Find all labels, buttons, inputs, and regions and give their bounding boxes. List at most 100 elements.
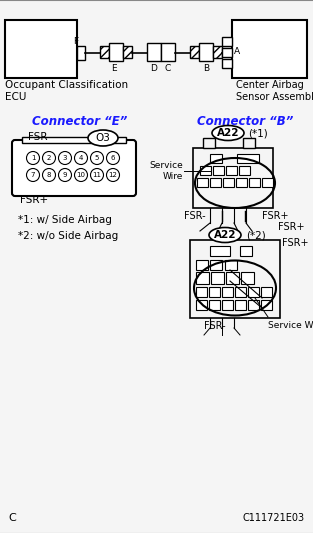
Circle shape <box>59 168 71 182</box>
Text: FSR+: FSR+ <box>20 195 48 205</box>
Bar <box>248 300 259 310</box>
Circle shape <box>59 151 71 165</box>
Text: FSR+: FSR+ <box>262 211 288 221</box>
Text: F: F <box>74 37 79 46</box>
Bar <box>77 46 85 60</box>
Bar <box>193 148 273 208</box>
Circle shape <box>106 151 120 165</box>
Bar <box>232 20 307 78</box>
Text: *1: w/ Side Airbag: *1: w/ Side Airbag <box>18 215 112 225</box>
Circle shape <box>74 151 88 165</box>
Text: 7: 7 <box>31 172 35 178</box>
Bar <box>209 300 220 310</box>
Text: 2: 2 <box>47 155 51 161</box>
Circle shape <box>90 168 104 182</box>
Text: FSR+: FSR+ <box>282 238 309 248</box>
Text: 4: 4 <box>79 155 83 161</box>
Circle shape <box>27 168 39 182</box>
Bar <box>213 166 224 175</box>
Bar <box>262 178 273 187</box>
FancyBboxPatch shape <box>12 140 136 196</box>
Text: (*1): (*1) <box>248 128 268 138</box>
Bar <box>210 178 221 187</box>
Bar <box>237 154 259 163</box>
Bar <box>236 178 247 187</box>
Text: 12: 12 <box>109 172 117 178</box>
Bar <box>190 240 280 318</box>
Text: 6: 6 <box>111 155 115 161</box>
Bar <box>243 138 255 148</box>
Text: Connector “E”: Connector “E” <box>32 115 128 128</box>
Bar <box>200 166 211 175</box>
Text: FSR-: FSR- <box>28 132 51 142</box>
Text: E: E <box>111 64 117 73</box>
Text: 11: 11 <box>93 172 101 178</box>
Bar <box>196 300 207 310</box>
Bar <box>109 43 123 61</box>
Text: Center Airbag
Sensor Assembly: Center Airbag Sensor Assembly <box>236 80 313 102</box>
Bar <box>210 154 222 163</box>
Bar <box>203 138 215 148</box>
Text: A22: A22 <box>217 128 239 138</box>
Bar <box>5 20 77 78</box>
Text: B: B <box>203 64 209 73</box>
Text: FSR-: FSR- <box>204 321 226 331</box>
Text: C: C <box>165 64 171 73</box>
Bar <box>22 137 126 143</box>
Bar <box>196 260 208 270</box>
Text: 8: 8 <box>47 172 51 178</box>
Text: C111721E03: C111721E03 <box>243 513 305 523</box>
Circle shape <box>27 151 39 165</box>
Circle shape <box>43 151 55 165</box>
Bar <box>209 287 220 297</box>
Bar <box>222 59 232 68</box>
Text: FSR-: FSR- <box>184 211 206 221</box>
Text: A22: A22 <box>214 230 236 240</box>
Bar <box>213 46 222 58</box>
Bar <box>196 287 207 297</box>
Text: C: C <box>8 513 16 523</box>
Text: 9: 9 <box>63 172 67 178</box>
Bar <box>226 272 239 284</box>
Bar <box>222 37 232 46</box>
Bar <box>161 43 175 61</box>
Text: O3: O3 <box>95 133 110 143</box>
Text: Occupant Classification
ECU: Occupant Classification ECU <box>5 80 128 102</box>
Bar <box>100 46 109 58</box>
Bar <box>223 178 234 187</box>
Text: D: D <box>151 64 157 73</box>
Bar <box>196 272 209 284</box>
Bar <box>241 272 254 284</box>
Text: 10: 10 <box>76 172 85 178</box>
Bar <box>210 246 230 256</box>
Bar <box>235 300 246 310</box>
Text: Service Wire: Service Wire <box>268 321 313 330</box>
Text: *2: w/o Side Airbag: *2: w/o Side Airbag <box>18 231 118 241</box>
Bar <box>261 300 272 310</box>
Bar <box>147 43 161 61</box>
Ellipse shape <box>88 130 118 146</box>
Bar <box>249 178 260 187</box>
Text: 5: 5 <box>95 155 99 161</box>
Bar <box>239 166 250 175</box>
Ellipse shape <box>209 228 241 243</box>
Bar <box>226 166 237 175</box>
Bar <box>123 46 132 58</box>
Bar <box>199 43 213 61</box>
Bar <box>210 260 222 270</box>
Text: Connector “B”: Connector “B” <box>197 115 293 128</box>
Bar <box>190 46 199 58</box>
Text: A: A <box>234 47 240 56</box>
Circle shape <box>106 168 120 182</box>
Bar <box>222 300 233 310</box>
Ellipse shape <box>212 125 244 141</box>
Text: Service
Wire: Service Wire <box>149 161 183 181</box>
Text: 1: 1 <box>31 155 35 161</box>
Bar <box>225 260 237 270</box>
Bar <box>261 287 272 297</box>
Circle shape <box>43 168 55 182</box>
Bar <box>222 48 232 57</box>
Bar <box>235 287 246 297</box>
Bar <box>197 178 208 187</box>
Text: 3: 3 <box>63 155 67 161</box>
